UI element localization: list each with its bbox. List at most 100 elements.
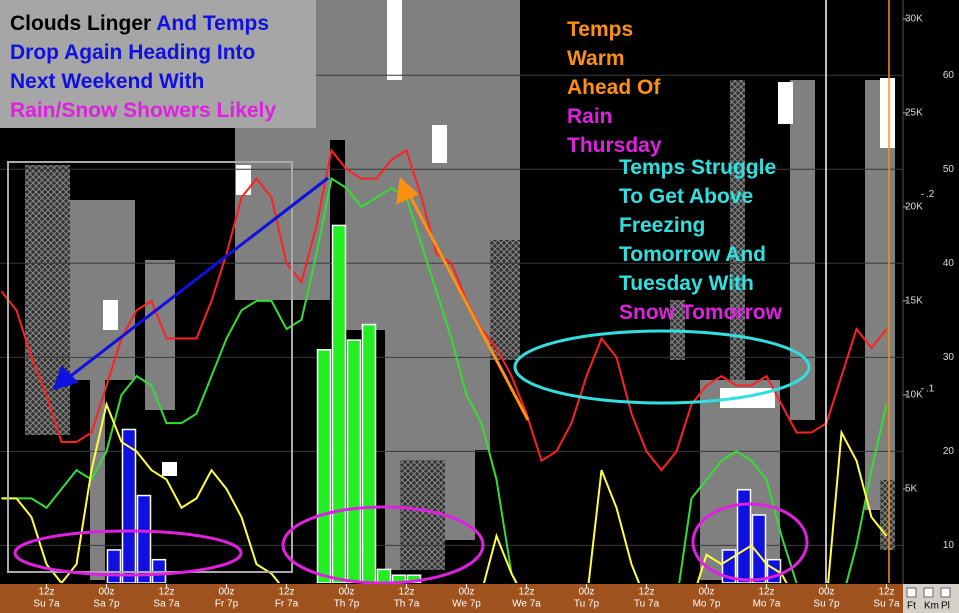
annotation-text: To Get Above [619, 185, 753, 208]
checkbox[interactable] [940, 587, 951, 598]
x-tick-label: 12z [638, 587, 654, 598]
x-tick-label: Su 7a [873, 599, 900, 610]
cloud-thin [730, 80, 745, 380]
annotations: Clouds Linger And Temps Drop Again Headin… [10, 12, 783, 324]
x-tick-label: 12z [758, 587, 774, 598]
annotation-text: Freezing [619, 214, 705, 237]
annotation-text: Rain/Snow Showers Likely [10, 99, 276, 122]
y-tick-label: 40 [943, 258, 955, 269]
x-tick-label: 12z [38, 587, 54, 598]
annotation: Rain [567, 105, 613, 128]
x-tick-label: 00z [338, 587, 354, 598]
cloud-opaque [432, 125, 447, 163]
x-tick-label: 00z [458, 587, 474, 598]
annotation: Temps [567, 18, 633, 41]
annotation-text: Thursday [567, 134, 662, 157]
y3-tick-label: .1 [926, 383, 935, 394]
x-tick-label: 12z [518, 587, 534, 598]
control-label[interactable]: Pl [941, 601, 950, 612]
x-tick-label: Su 7p [813, 599, 840, 610]
annotation-text: Tuesday With [619, 272, 754, 295]
x-tick-label: 00z [698, 587, 714, 598]
annotation: Clouds Linger And Temps [10, 12, 269, 35]
x-tick-label: Mo 7a [753, 599, 781, 610]
y2-tick-label: 10K [905, 390, 923, 401]
cloud-opaque [103, 300, 118, 330]
cloud-opaque [162, 462, 177, 476]
highlights [13, 176, 811, 585]
ellipse [281, 505, 485, 585]
annotation-text: Warm [567, 47, 625, 70]
x-tick-label: Fr 7a [275, 599, 299, 610]
cloud [865, 80, 895, 510]
cloud-opaque [236, 165, 251, 195]
control-label[interactable]: Ft [907, 601, 916, 612]
cloud-opaque [778, 82, 793, 124]
x-tick-label: Tu 7a [634, 599, 660, 610]
y-tick-label: 60 [943, 70, 955, 81]
annotation: Warm [567, 47, 625, 70]
x-tick-label: We 7a [512, 599, 541, 610]
cloud [60, 200, 135, 380]
cloud [330, 0, 345, 140]
ellipse [513, 329, 811, 405]
annotation-text: Next Weekend With [10, 70, 204, 93]
annotation: Snow Tomorrow [619, 301, 783, 324]
ellipse [13, 529, 243, 577]
annotation: Tuesday With [619, 272, 754, 295]
x-tick-label: 12z [398, 587, 414, 598]
x-tick-label: 12z [878, 587, 894, 598]
x-tick-label: Fr 7p [215, 599, 239, 610]
highlight-box [7, 161, 293, 573]
annotation-text: Rain [567, 105, 613, 128]
precip-bar [361, 323, 377, 583]
annotation: Rain/Snow Showers Likely [10, 99, 276, 122]
annotation: Freezing [619, 214, 705, 237]
y3-tick-label: .2 [926, 189, 935, 200]
annotation-text: And Temps [156, 12, 269, 35]
x-tick-label: Th 7p [334, 599, 360, 610]
x-tick-label: 00z [218, 587, 234, 598]
cloud-thin [880, 480, 895, 550]
precip-bar [106, 549, 122, 583]
annotation-text: Snow Tomorrow [619, 301, 783, 324]
annotation-box [0, 0, 316, 128]
y-tick-label: 20 [943, 446, 955, 457]
x-tick-label: Tu 7p [574, 599, 600, 610]
annotation-text: Clouds Linger [10, 12, 156, 35]
annotation-text: Temps Struggle [619, 156, 776, 179]
y2-tick-label: 20K [905, 202, 923, 213]
annotation: Thursday [567, 134, 662, 157]
y2-tick-label: 5K [905, 484, 918, 495]
arrowhead [396, 176, 419, 205]
annotation: Tomorrow And [619, 243, 766, 266]
annotation: Temps Struggle [619, 156, 776, 179]
control-label[interactable]: Km [924, 601, 939, 612]
y2-tick-label: 30K [905, 13, 923, 24]
annotation: Next Weekend With [10, 70, 204, 93]
x-tick-label: Sa 7p [93, 599, 120, 610]
arrowhead [52, 365, 79, 391]
cloud-thin [400, 460, 445, 570]
arrow [67, 176, 329, 380]
x-tick-label: 12z [158, 587, 174, 598]
cloud [145, 260, 175, 410]
annotation-text: Tomorrow And [619, 243, 766, 266]
cloud-thin [25, 165, 70, 435]
x-tick-label: We 7p [452, 599, 481, 610]
cloud-opaque [880, 78, 895, 148]
x-axis-strip [0, 584, 903, 613]
annotation-text: Ahead Of [567, 76, 661, 99]
annotation: To Get Above [619, 185, 753, 208]
precip-bar [346, 339, 362, 583]
x-tick-label: 00z [818, 587, 834, 598]
checkbox[interactable] [923, 587, 934, 598]
y2-tick-label: 25K [905, 107, 923, 118]
precip-bar [136, 494, 152, 583]
series-line [1, 177, 888, 583]
arrow [406, 191, 530, 421]
checkbox[interactable] [906, 587, 917, 598]
precip-bar [121, 428, 137, 583]
